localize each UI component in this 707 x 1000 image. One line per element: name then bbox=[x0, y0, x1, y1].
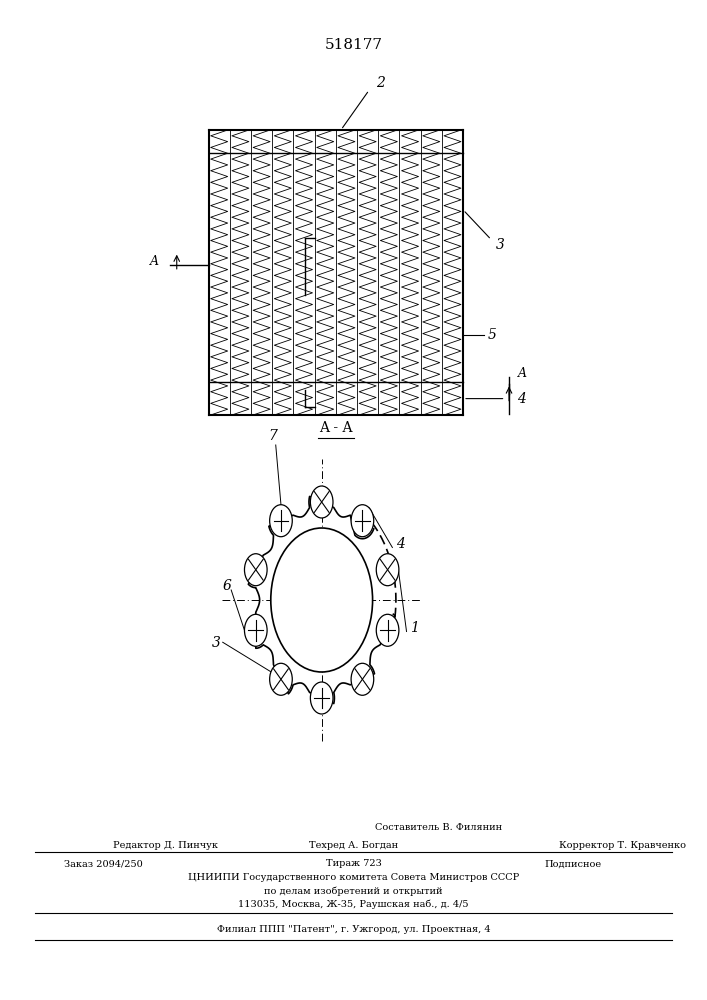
Text: по делам изобретений и открытий: по делам изобретений и открытий bbox=[264, 886, 443, 896]
Circle shape bbox=[269, 505, 292, 537]
Text: 3: 3 bbox=[496, 238, 506, 252]
Text: Редактор Д. Пинчук: Редактор Д. Пинчук bbox=[113, 840, 218, 850]
Text: 6: 6 bbox=[223, 579, 232, 593]
Text: A: A bbox=[518, 367, 527, 380]
Text: 518177: 518177 bbox=[325, 38, 382, 52]
Text: Корректор Т. Кравченко: Корректор Т. Кравченко bbox=[559, 840, 686, 850]
Circle shape bbox=[310, 682, 333, 714]
Text: 7: 7 bbox=[269, 429, 278, 443]
Circle shape bbox=[376, 614, 399, 646]
Text: 3: 3 bbox=[212, 636, 221, 650]
Circle shape bbox=[376, 554, 399, 586]
Circle shape bbox=[310, 486, 333, 518]
Text: 4: 4 bbox=[396, 536, 405, 550]
Circle shape bbox=[271, 528, 373, 672]
Text: Техред А. Богдан: Техред А. Богдан bbox=[309, 840, 398, 850]
Text: Заказ 2094/250: Заказ 2094/250 bbox=[64, 859, 142, 868]
Bar bbox=[209, 130, 463, 415]
Text: ЦНИИПИ Государственного комитета Совета Министров СССР: ЦНИИПИ Государственного комитета Совета … bbox=[188, 874, 519, 882]
Text: 1: 1 bbox=[410, 620, 419, 634]
Circle shape bbox=[269, 663, 292, 695]
Text: 4: 4 bbox=[518, 392, 527, 406]
Text: A - A: A - A bbox=[319, 421, 353, 435]
Circle shape bbox=[245, 554, 267, 586]
Text: 5: 5 bbox=[488, 328, 497, 342]
Circle shape bbox=[245, 614, 267, 646]
Circle shape bbox=[351, 505, 374, 537]
Text: Тираж 723: Тираж 723 bbox=[325, 859, 382, 868]
Text: Составитель В. Филянин: Составитель В. Филянин bbox=[375, 824, 502, 832]
Text: 2: 2 bbox=[376, 76, 385, 90]
Text: A: A bbox=[150, 255, 159, 268]
Text: 113035, Москва, Ж-35, Раушская наб., д. 4/5: 113035, Москва, Ж-35, Раушская наб., д. … bbox=[238, 899, 469, 909]
Text: Филиал ППП "Патент", г. Ужгород, ул. Проектная, 4: Филиал ППП "Патент", г. Ужгород, ул. Про… bbox=[216, 926, 491, 934]
Text: Подписное: Подписное bbox=[544, 859, 602, 868]
Circle shape bbox=[351, 663, 374, 695]
